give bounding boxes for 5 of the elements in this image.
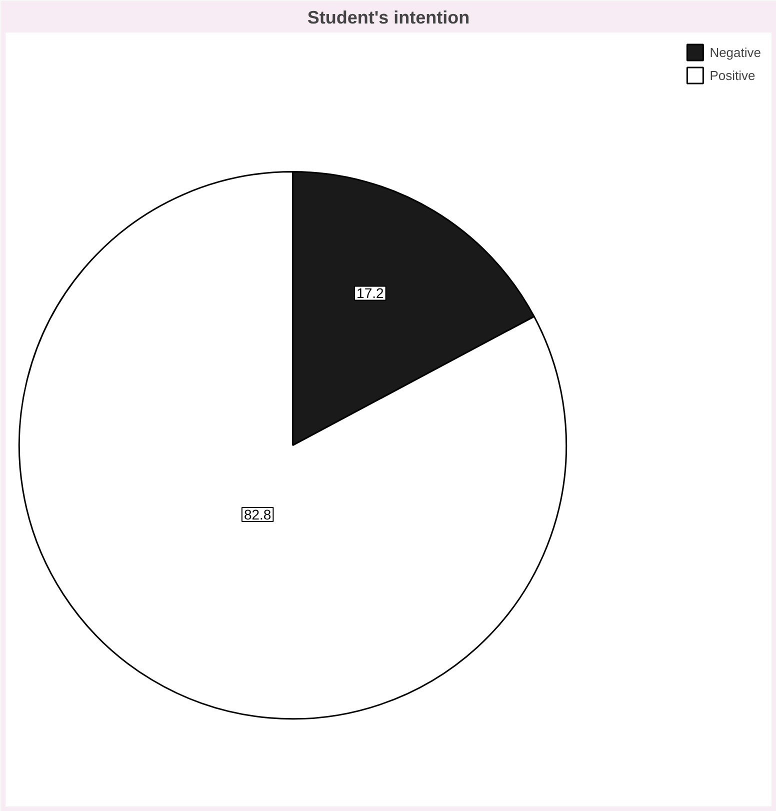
data-label: 17.2 <box>356 285 384 302</box>
chart-title: Student's intention <box>307 8 470 28</box>
legend-label: Negative <box>710 44 761 60</box>
legend-label: Positive <box>710 68 756 82</box>
data-label: 82.8 <box>244 506 272 522</box>
